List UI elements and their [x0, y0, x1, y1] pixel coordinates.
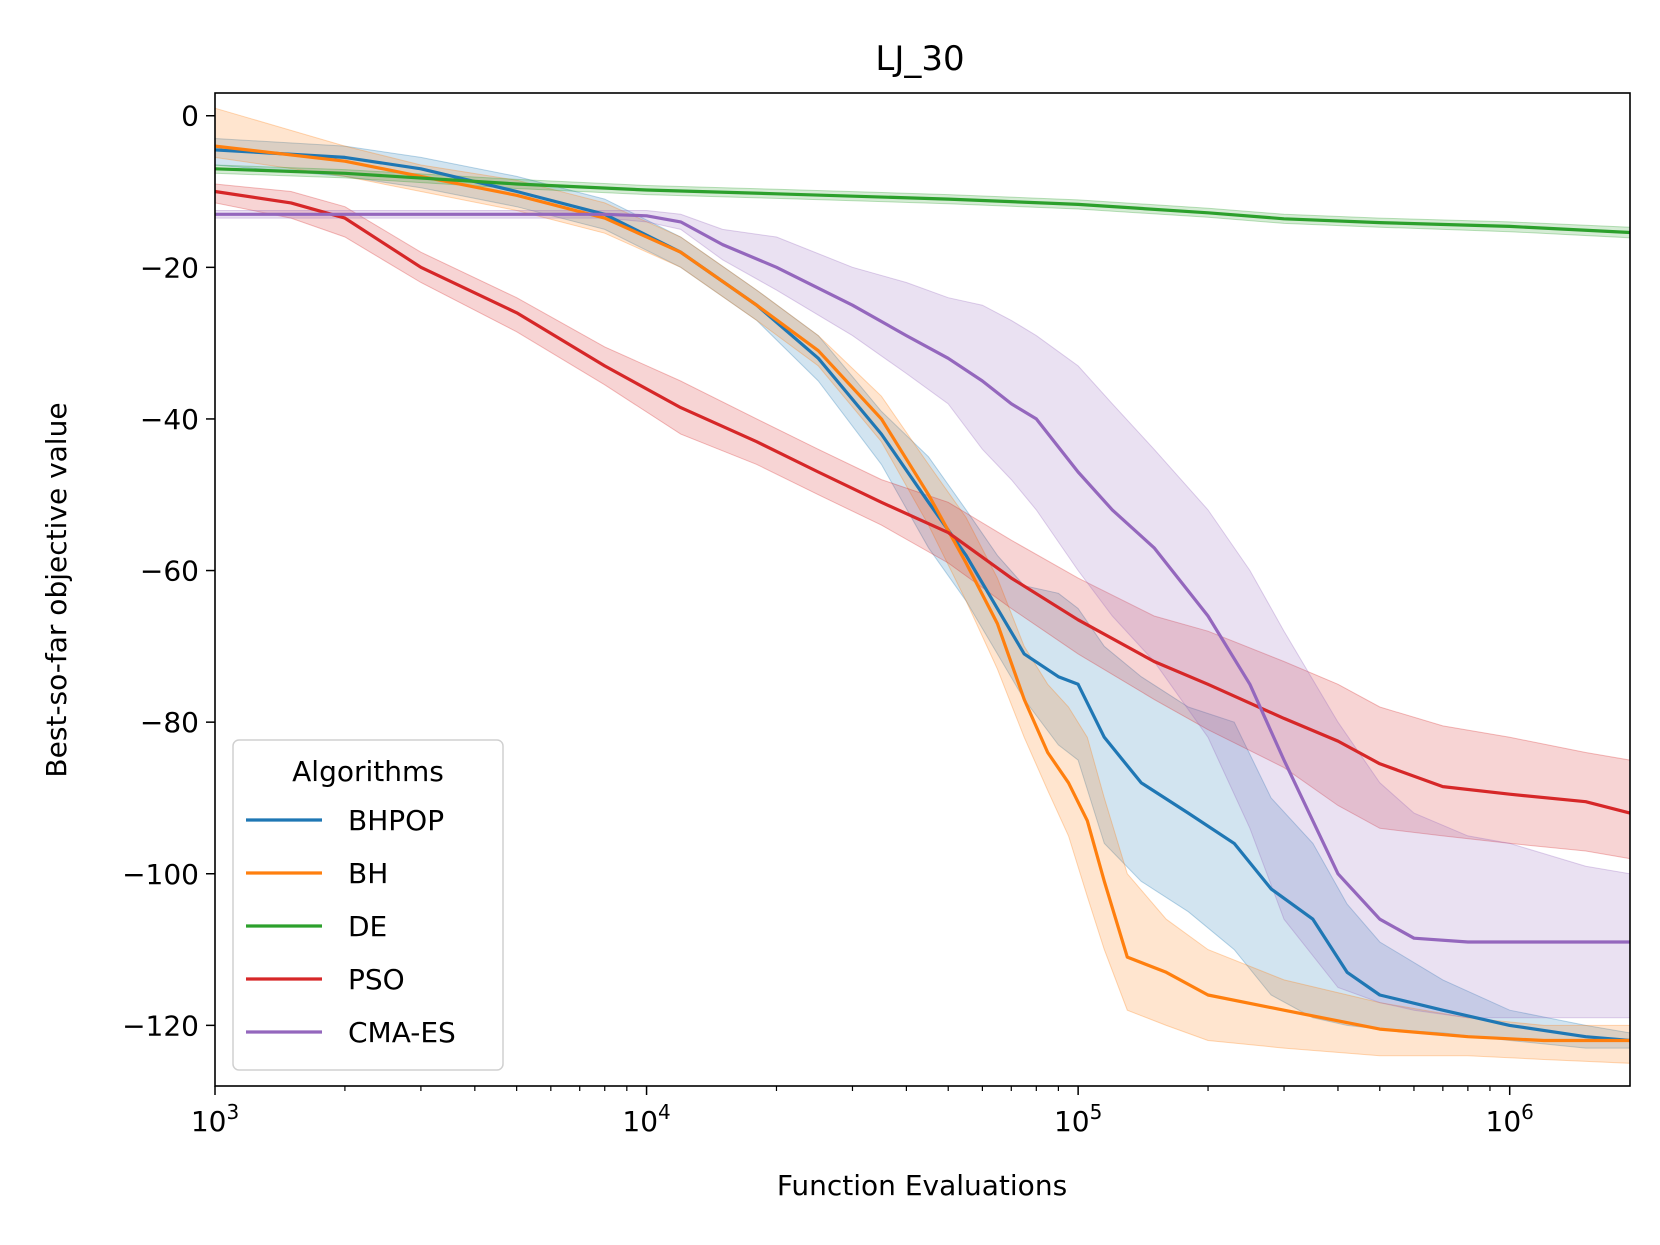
legend-label-de: DE [348, 910, 387, 943]
plot-frame [214, 92, 1631, 1087]
line-pso [214, 189, 1631, 815]
legend-box [232, 739, 504, 1071]
series-lines [214, 144, 1631, 1043]
x-tick-label: 103 [191, 1100, 239, 1138]
x-tick-label: 106 [1486, 1100, 1534, 1138]
legend-label-bhpop: BHPOP [348, 804, 444, 837]
line-bh [214, 144, 1630, 1043]
chart-title: LJ_30 [875, 39, 964, 79]
y-tick-label: −40 [140, 403, 199, 436]
y-tick-label: −60 [140, 555, 199, 588]
x-tick-label: 105 [1054, 1100, 1102, 1138]
line-de [214, 167, 1631, 235]
legend-label-pso: PSO [348, 963, 405, 996]
x-axis-label: Function Evaluations [777, 1169, 1067, 1202]
y-tick-label: −20 [140, 251, 199, 284]
legend-title: Algorithms [292, 755, 444, 788]
legend: Algorithms BHPOP BH DE PSO CMA-ES [232, 739, 504, 1071]
legend-label-cma-es: CMA-ES [348, 1016, 456, 1049]
line-bhpop [214, 148, 1631, 1043]
y-tick-label: −100 [122, 858, 199, 891]
y-tick-label: −80 [140, 706, 199, 739]
x-tick-label: 104 [622, 1100, 670, 1138]
legend-items: BHPOP BH DE PSO CMA-ES [246, 804, 456, 1049]
line-cma-es [215, 212, 1630, 944]
y-tick-label: 0 [181, 100, 199, 133]
x-axis: 103 104 105 106 [191, 1086, 1534, 1138]
legend-label-bh: BH [348, 857, 388, 890]
y-axis: 0 −20 −40 −60 −80 −100 −120 [122, 100, 215, 1042]
y-axis-label: Best-so-far objective value [40, 402, 73, 777]
y-tick-label: −120 [122, 1009, 199, 1042]
